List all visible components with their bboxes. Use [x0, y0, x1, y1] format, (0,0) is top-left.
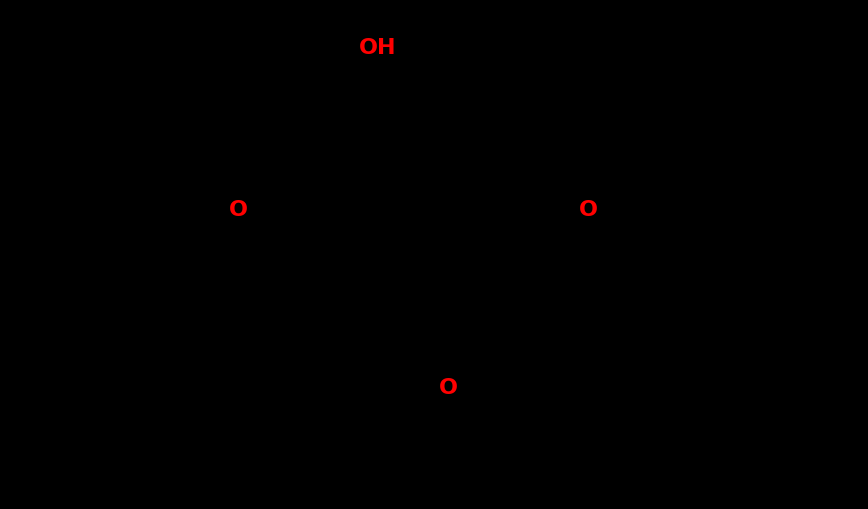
- Text: O: O: [578, 200, 597, 220]
- Text: O: O: [438, 378, 457, 398]
- Text: OH: OH: [359, 38, 397, 58]
- Text: O: O: [228, 200, 247, 220]
